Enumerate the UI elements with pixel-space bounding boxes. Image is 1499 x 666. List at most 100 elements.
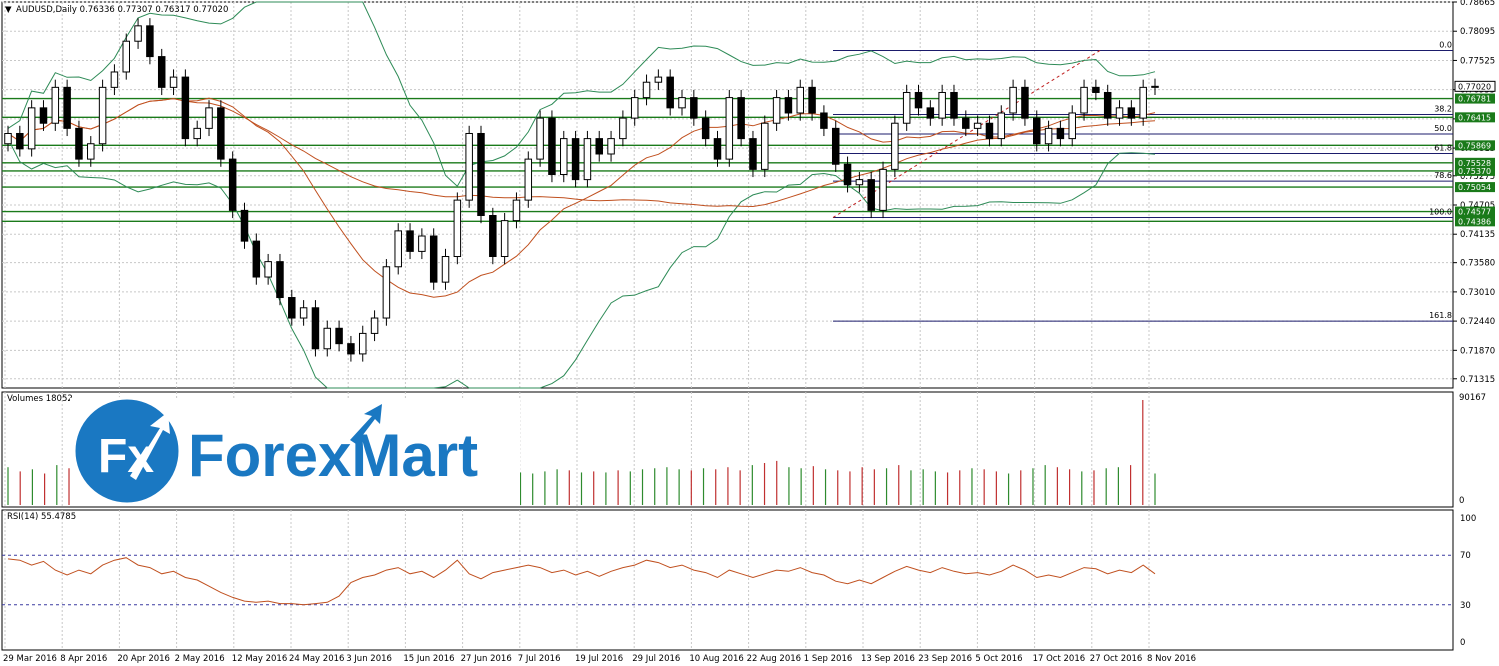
level-price-tag	[1455, 157, 1495, 168]
date-label: 8 Nov 2016	[1147, 654, 1196, 664]
candle-body	[1080, 86, 1088, 114]
bollinger-lower	[7, 138, 1156, 389]
candle-body	[311, 307, 320, 350]
candle-body	[630, 97, 639, 119]
candle-body	[418, 235, 426, 252]
date-label: 8 Apr 2016	[60, 654, 107, 664]
level-price-tag	[1455, 206, 1495, 217]
candle-body	[938, 91, 946, 119]
date-label: 17 Oct 2016	[1033, 654, 1086, 664]
candle-body	[1033, 117, 1041, 145]
candle-body	[536, 117, 544, 160]
rsi-label: RSI(14) 55.4785	[7, 512, 76, 522]
candle-body	[27, 107, 36, 150]
candle-body	[973, 122, 982, 129]
candle-body	[560, 138, 568, 175]
date-label: 15 Jun 2016	[403, 654, 454, 664]
candle-body	[382, 266, 391, 319]
candle-body	[950, 91, 958, 119]
candle-body	[820, 112, 828, 129]
price-tick-label: 0.74135	[1460, 230, 1495, 240]
logo-wordmark-arrow-icon	[350, 404, 382, 444]
level-price-tag-label: 0.76781	[1458, 95, 1491, 104]
candle-body	[701, 117, 710, 140]
candle-body	[796, 86, 805, 114]
candle-body	[666, 76, 674, 109]
candle-body	[784, 97, 793, 114]
date-label: 13 Sep 2016	[861, 654, 915, 664]
price-panel[interactable]	[1, 1, 1454, 389]
candle-body	[772, 97, 781, 124]
candle-body	[713, 138, 722, 160]
price-tick-label: 0.78095	[1460, 27, 1495, 37]
date-label: 3 Jun 2016	[346, 654, 392, 664]
candle-body	[4, 132, 12, 145]
candle-body	[110, 71, 119, 88]
candle-body	[1056, 127, 1065, 140]
candle-body	[571, 138, 580, 181]
logo-arrow-icon	[130, 412, 170, 480]
candle-body	[465, 132, 473, 201]
fib-label: 0.0	[1439, 40, 1452, 49]
candle-body	[193, 127, 201, 140]
candle-body	[39, 107, 48, 124]
date-label: 10 Aug 2016	[689, 654, 743, 664]
candle-body	[288, 297, 296, 319]
candle-body	[902, 91, 911, 124]
candle-body	[347, 343, 355, 355]
candle-body	[879, 168, 887, 211]
bollinger-bands	[7, 1, 1156, 389]
candle-body	[205, 107, 213, 129]
candle-body	[98, 86, 107, 145]
chart-dropdown-icon[interactable]: ▼	[5, 5, 12, 15]
price-tick-label: 0.73580	[1460, 259, 1495, 269]
level-price-tag	[1455, 182, 1495, 193]
candle-body	[725, 97, 734, 160]
candle-body	[914, 91, 923, 109]
candle-body	[761, 122, 769, 170]
candle-body	[441, 256, 450, 283]
date-label: 12 May 2016	[232, 654, 287, 664]
rsi-panel[interactable]	[1, 509, 1454, 651]
candle-body	[595, 138, 603, 155]
date-label: 7 Jul 2016	[518, 654, 561, 664]
price-tick-label: 0.75275	[1460, 172, 1495, 182]
candle-body	[358, 332, 367, 355]
date-label: 29 Jul 2016	[632, 654, 680, 664]
candle-body	[252, 240, 261, 278]
price-tick-label: 0.73010	[1460, 288, 1495, 298]
date-label: 19 Jul 2016	[575, 654, 623, 664]
candle-body	[63, 86, 71, 129]
candle-body	[654, 76, 663, 83]
rsi-path	[7, 557, 1156, 606]
candle-body	[985, 122, 994, 140]
rsi-tick-label: 30	[1460, 601, 1471, 611]
candle-body	[87, 143, 95, 160]
fib-trend-line	[832, 50, 1101, 218]
candle-body	[808, 86, 816, 114]
level-price-tag-label: 0.75370	[1458, 167, 1491, 176]
moving-average-fast	[7, 97, 1156, 298]
candle-body	[548, 117, 556, 175]
candle-body	[583, 138, 592, 181]
fib-label: 50.0	[1434, 124, 1452, 133]
candle-body	[1044, 127, 1053, 145]
bollinger-upper	[7, 1, 1156, 187]
candle-body	[997, 112, 1006, 140]
level-price-tag-label: 0.75528	[1458, 159, 1491, 168]
candle-body	[51, 86, 60, 124]
candle-body	[134, 25, 142, 42]
candle-body	[926, 107, 935, 119]
candle-body	[335, 327, 343, 345]
date-label: 27 Jun 2016	[461, 654, 512, 664]
price-tick-label: 0.78665	[1460, 0, 1495, 8]
candle-body	[489, 215, 497, 258]
candle-body	[962, 117, 970, 129]
rsi-line	[7, 557, 1156, 606]
candle-body	[678, 97, 686, 109]
fib-label: 100.0	[1429, 208, 1452, 217]
candle-body	[217, 107, 225, 160]
candle-body	[843, 163, 852, 186]
price-tick-label: 0.71870	[1460, 346, 1495, 356]
